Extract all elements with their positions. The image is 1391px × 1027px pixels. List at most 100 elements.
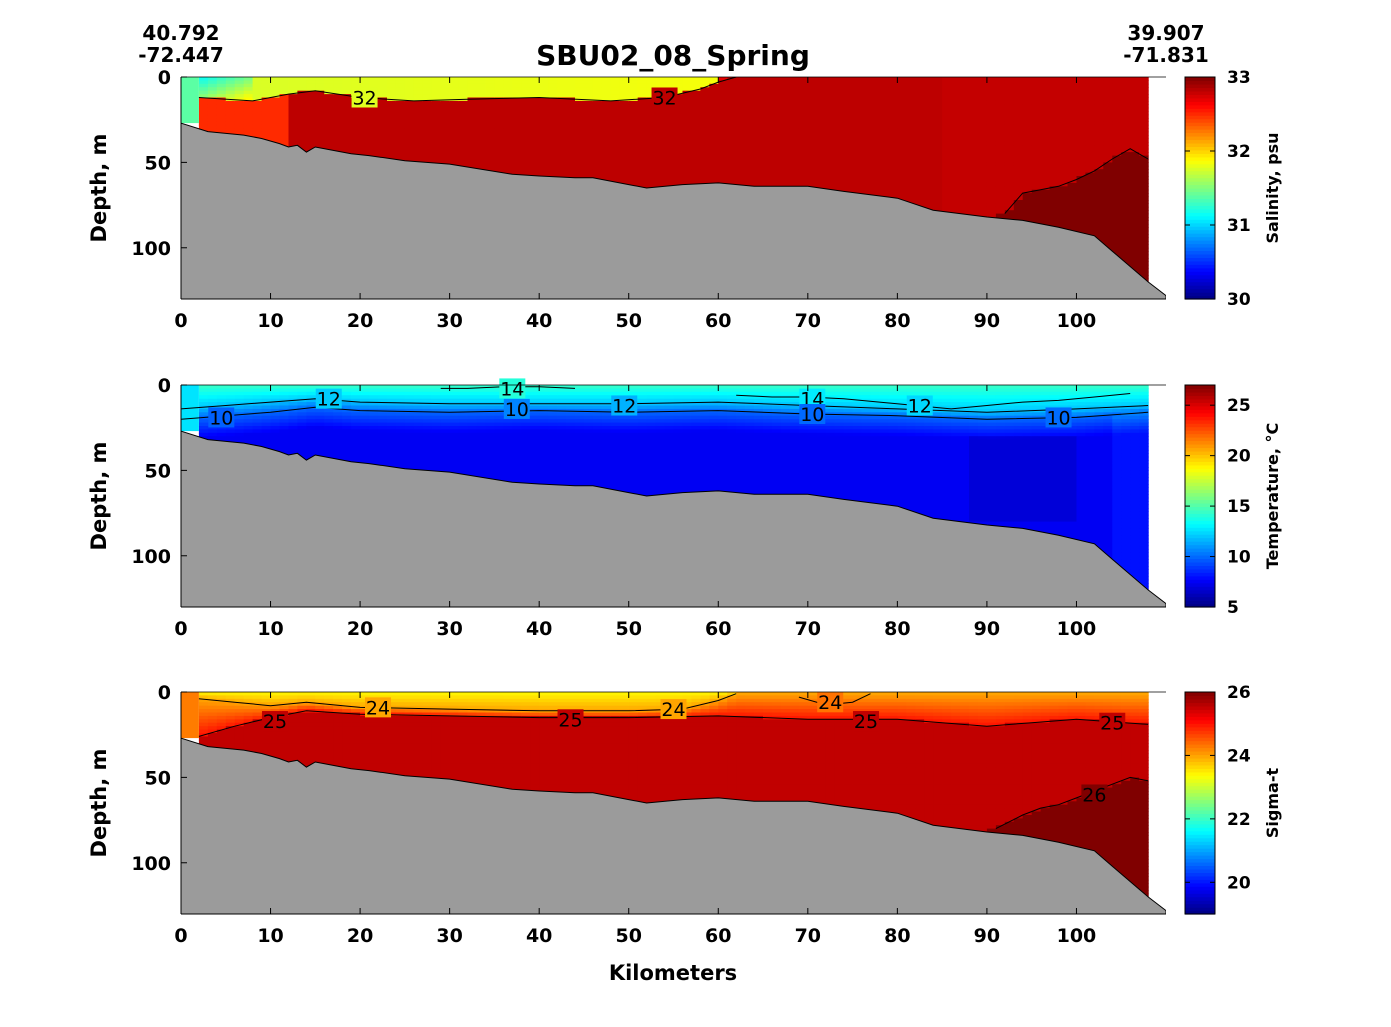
temperature-cell — [592, 484, 603, 488]
salinity-cell — [861, 141, 872, 146]
temperature-cell — [637, 422, 648, 427]
salinity-cell — [969, 100, 979, 105]
temperature-cell — [440, 422, 451, 427]
temperature-cell — [369, 391, 379, 396]
temperature-cell — [369, 419, 379, 424]
temperature-cell — [395, 402, 406, 407]
salinity-cell — [1121, 118, 1131, 122]
temperature-cell — [315, 449, 325, 454]
salinity-cell — [1022, 196, 1033, 201]
temperature-cell — [610, 487, 621, 492]
salinity-cell — [1130, 77, 1140, 81]
salinity-cell — [718, 97, 728, 102]
salinity-cell — [888, 87, 898, 92]
temperature-cell — [324, 453, 334, 458]
salinity-cell — [1013, 176, 1024, 180]
salinity-cell — [816, 83, 827, 88]
salinity-cell — [628, 94, 639, 99]
salinity-cell — [387, 124, 397, 129]
salinity-cell — [315, 128, 325, 133]
salinity-cell — [673, 100, 684, 105]
salinity-cell — [1022, 131, 1033, 136]
salinity-cell — [1013, 179, 1024, 184]
temperature-cell — [521, 446, 531, 451]
salinity-cell — [1121, 145, 1131, 150]
salinity-cell — [234, 114, 245, 119]
salinity-cell — [915, 172, 925, 177]
salinity-cell — [566, 104, 576, 109]
temperature-cell — [431, 408, 442, 413]
temperature-cell — [575, 398, 585, 403]
salinity-cell — [628, 152, 639, 157]
salinity-cell — [1040, 118, 1051, 122]
salinity-cell — [324, 138, 334, 143]
temperature-cell — [619, 426, 630, 430]
salinity-cell — [1103, 193, 1113, 198]
temperature-cell — [494, 395, 504, 400]
temperature-cell — [584, 391, 594, 396]
salinity-cell — [1004, 155, 1015, 160]
salinity-cell — [1094, 200, 1104, 204]
temperature-cell — [548, 473, 558, 478]
salinity-cell — [431, 155, 442, 160]
salinity-cell — [1049, 203, 1060, 208]
salinity-cell — [754, 80, 764, 85]
salinity-cell — [1139, 152, 1149, 157]
salinity-cell — [1076, 100, 1087, 105]
temperature-cell — [601, 463, 612, 468]
salinity-cell — [781, 148, 791, 153]
salinity-cell — [897, 100, 907, 105]
salinity-cell — [870, 169, 881, 174]
temperature-cell — [566, 398, 576, 403]
temperature-cell — [637, 426, 648, 430]
salinity-cell — [843, 87, 854, 92]
salinity-cell — [1085, 128, 1095, 133]
temperature-cell — [476, 408, 487, 413]
salinity-cell — [637, 94, 648, 99]
salinity-cell — [1094, 186, 1104, 191]
salinity-cell — [628, 121, 639, 126]
salinity-cell — [1094, 138, 1104, 143]
salinity-cell — [798, 104, 809, 109]
temperature-cell — [243, 439, 254, 444]
salinity-cell — [610, 152, 621, 157]
salinity-cell — [1076, 80, 1087, 85]
salinity-cell — [897, 165, 907, 170]
salinity-cell — [449, 87, 460, 92]
temperature-cell — [601, 470, 612, 475]
colorbar-swatch — [1185, 281, 1215, 286]
salinity-cell — [772, 135, 782, 140]
salinity-cell — [870, 141, 881, 146]
salinity-cell — [1031, 196, 1042, 201]
colorbar-tick-label: 33 — [1227, 68, 1251, 88]
temperature-cell — [449, 422, 460, 427]
salinity-cell — [915, 182, 925, 187]
salinity-cell — [637, 169, 648, 174]
salinity-cell — [404, 121, 415, 126]
salinity-cell — [512, 131, 522, 136]
salinity-cell — [1049, 80, 1060, 85]
salinity-cell — [969, 165, 979, 170]
temperature-cell — [521, 477, 531, 482]
salinity-cell — [1049, 141, 1060, 146]
salinity-cell — [969, 162, 979, 167]
salinity-cell — [789, 172, 800, 177]
salinity-cell — [1112, 210, 1122, 215]
salinity-cell — [566, 121, 576, 126]
temperature-cell — [584, 467, 594, 471]
salinity-cell — [1004, 97, 1015, 102]
salinity-cell — [288, 97, 299, 102]
temperature-cell — [404, 453, 415, 458]
temperature-cell — [306, 449, 316, 454]
salinity-cell — [512, 138, 522, 143]
salinity-cell — [915, 176, 925, 180]
salinity-cell — [539, 118, 549, 122]
salinity-cell — [664, 141, 675, 146]
salinity-cell — [360, 148, 370, 153]
salinity-cell — [1112, 200, 1122, 204]
temperature-cell — [413, 446, 424, 451]
salinity-cell — [906, 155, 916, 160]
temperature-cell — [592, 480, 603, 485]
salinity-cell — [530, 83, 540, 88]
salinity-cell — [843, 186, 854, 191]
